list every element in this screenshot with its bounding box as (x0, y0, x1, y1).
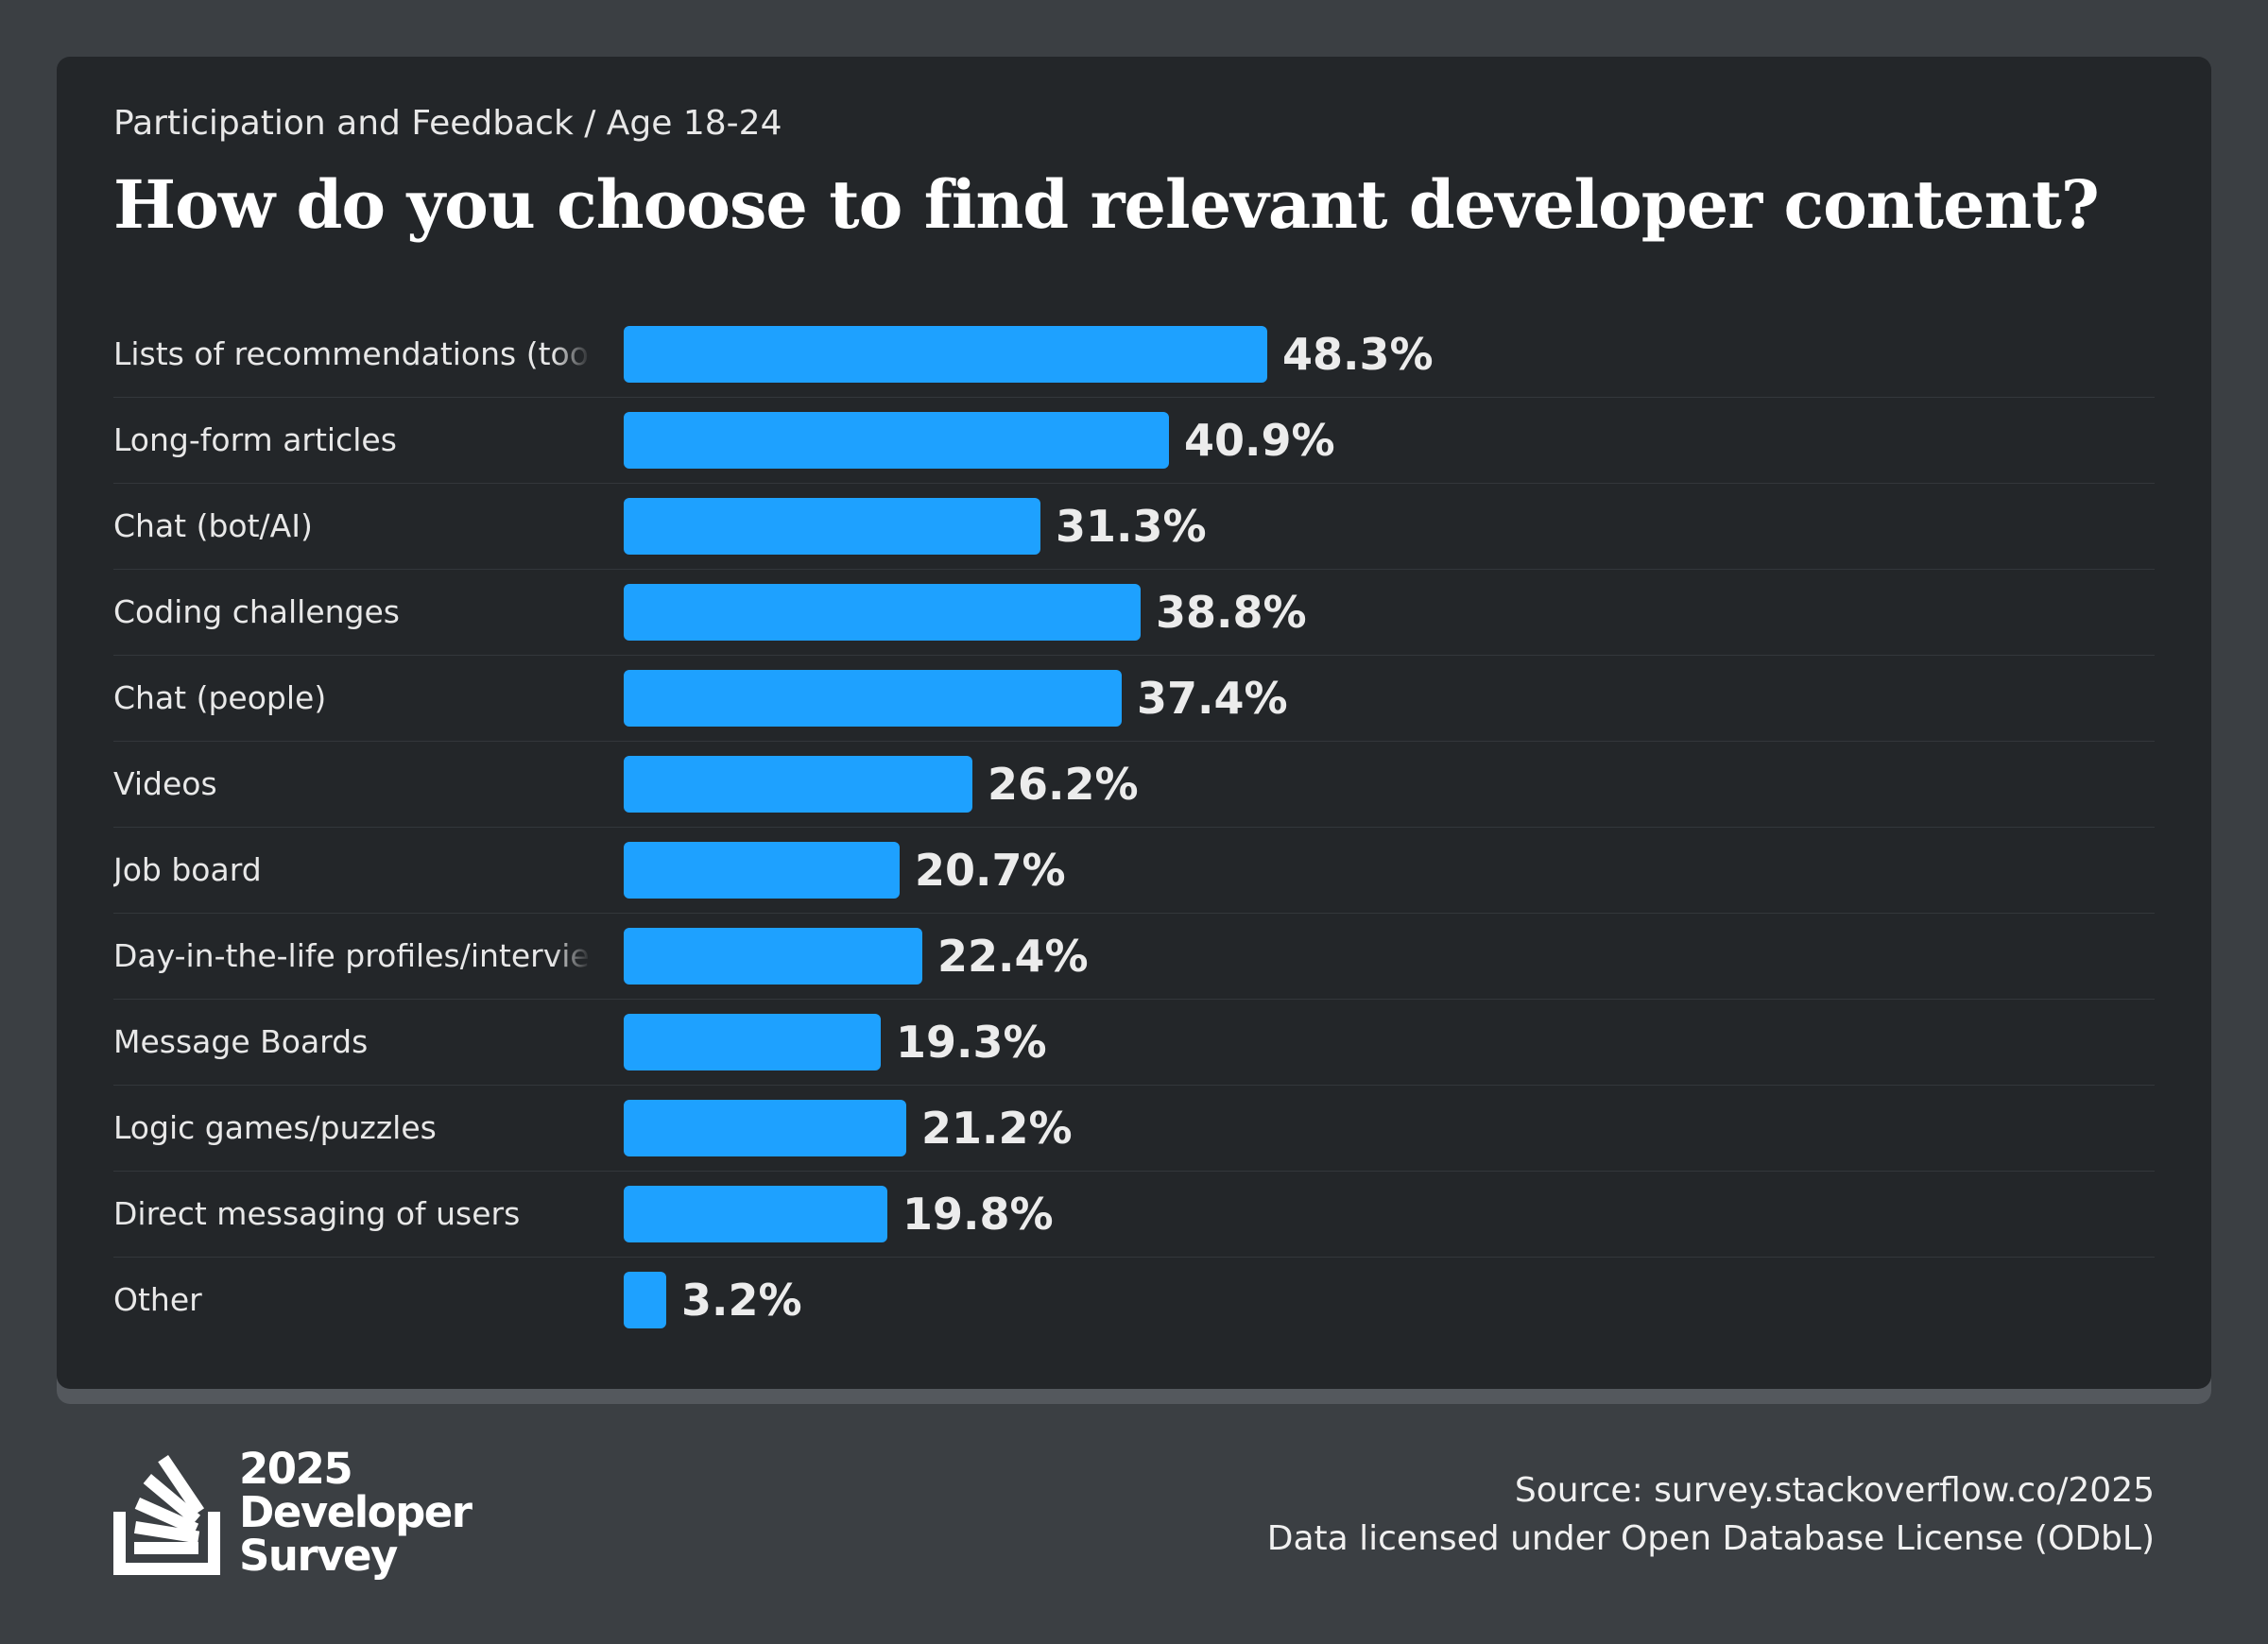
source-attribution: Source: survey.stackoverflow.co/2025 Dat… (1267, 1466, 2155, 1563)
bar-row: Long-form articles 40.9% (113, 398, 2155, 484)
bar (624, 1272, 666, 1328)
category-label: Chat (bot/AI) (113, 507, 313, 544)
logo-text: 2025 Developer Survey (239, 1447, 472, 1578)
bar (624, 326, 1267, 383)
bar (624, 412, 1169, 469)
logo-year: 2025 (239, 1444, 353, 1494)
bar-value-label: 26.2% (988, 759, 1139, 810)
bar-row: Lists of recommendations (tools, librari… (113, 312, 2155, 398)
category-label: Job board (113, 851, 262, 888)
category-label: Long-form articles (113, 421, 397, 458)
bar-chart: Lists of recommendations (tools, librari… (113, 312, 2155, 1343)
bar-row: Chat (people) 37.4% (113, 656, 2155, 742)
bar-row: Chat (bot/AI) 31.3% (113, 484, 2155, 570)
logo-survey: Survey (239, 1531, 398, 1581)
bar-row: Videos 26.2% (113, 742, 2155, 828)
breadcrumb: Participation and Feedback / Age 18-24 (113, 104, 782, 143)
bar (624, 756, 972, 813)
bar-row: Direct messaging of users 19.8% (113, 1172, 2155, 1258)
bar (624, 1186, 887, 1242)
bar-value-label: 48.3% (1282, 329, 1434, 380)
bar (624, 498, 1040, 555)
bar-value-label: 22.4% (937, 931, 1089, 982)
bar-row: Day-in-the-life profiles/interviews 22.4% (113, 914, 2155, 1000)
bar-row: Coding challenges 38.8% (113, 570, 2155, 656)
survey-logo: 2025 Developer Survey (113, 1446, 472, 1587)
bar-value-label: 40.9% (1184, 415, 1335, 466)
bar (624, 842, 900, 899)
logo-developer: Developer (239, 1487, 472, 1537)
category-label: Day-in-the-life profiles/interviews (113, 937, 591, 974)
bar-value-label: 19.3% (896, 1017, 1047, 1068)
bar (624, 584, 1141, 641)
bar (624, 670, 1122, 727)
bar (624, 1100, 906, 1156)
bar-value-label: 20.7% (915, 845, 1066, 896)
category-label: Message Boards (113, 1023, 369, 1060)
bar-value-label: 21.2% (921, 1103, 1073, 1154)
bar (624, 928, 922, 985)
bar-row: Other 3.2% (113, 1258, 2155, 1343)
category-label: Videos (113, 765, 217, 802)
category-label: Logic games/puzzles (113, 1109, 437, 1146)
category-label: Other (113, 1281, 202, 1318)
bar (624, 1014, 881, 1070)
bar-row: Message Boards 19.3% (113, 1000, 2155, 1086)
category-label: Chat (people) (113, 679, 327, 716)
chart-title: How do you choose to find relevant devel… (113, 165, 2100, 244)
chart-card (57, 57, 2211, 1389)
license-text: Data licensed under Open Database Licens… (1266, 1519, 2155, 1558)
bar-row: Logic games/puzzles 21.2% (113, 1086, 2155, 1172)
stack-overflow-logo-icon (113, 1455, 220, 1575)
bar-value-label: 3.2% (681, 1275, 802, 1326)
bar-row: Job board 20.7% (113, 828, 2155, 914)
category-label: Coding challenges (113, 593, 400, 630)
bar-value-label: 37.4% (1137, 673, 1288, 724)
bar-value-label: 31.3% (1056, 501, 1207, 552)
category-label: Lists of recommendations (tools, librari… (113, 335, 591, 372)
bar-value-label: 38.8% (1156, 587, 1307, 638)
bar-value-label: 19.8% (902, 1189, 1054, 1240)
source-url: Source: survey.stackoverflow.co/2025 (1514, 1471, 2155, 1510)
category-label: Direct messaging of users (113, 1195, 521, 1232)
